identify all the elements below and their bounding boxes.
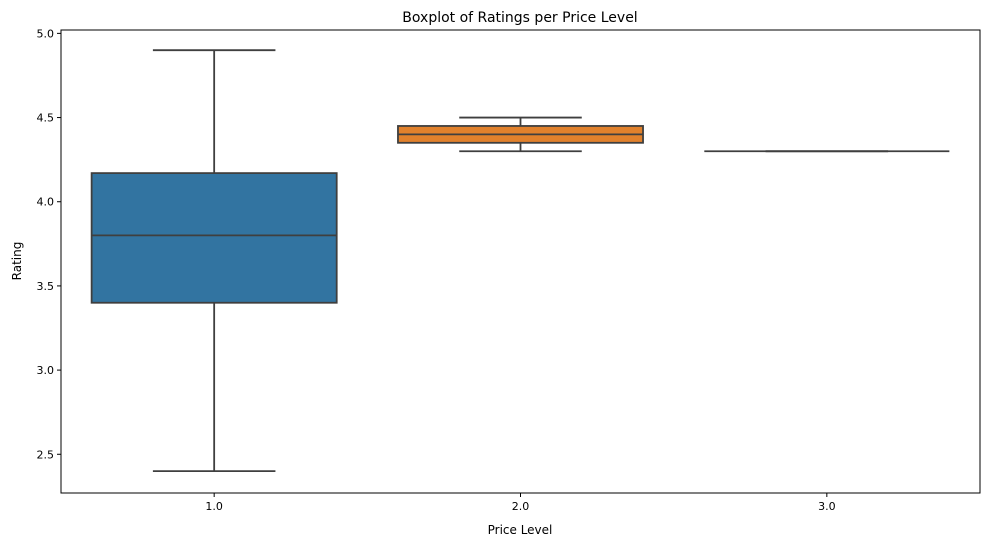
boxes-layer bbox=[90, 49, 950, 473]
y-tick-label: 2.5 bbox=[37, 448, 55, 461]
x-axis-label: Price Level bbox=[488, 523, 553, 537]
y-tick-label: 5.0 bbox=[37, 27, 55, 40]
box-group-1.0 bbox=[90, 49, 338, 473]
x-tick-label: 2.0 bbox=[512, 500, 530, 513]
y-axis-label: Rating bbox=[10, 242, 24, 281]
y-tick-label: 3.0 bbox=[37, 364, 55, 377]
x-axis: 1.0 2.0 3.0 bbox=[205, 493, 836, 513]
x-tick-label: 1.0 bbox=[205, 500, 223, 513]
y-tick-label: 4.5 bbox=[37, 112, 55, 125]
chart-title: Boxplot of Ratings per Price Level bbox=[402, 10, 637, 26]
x-tick-label: 3.0 bbox=[818, 500, 836, 513]
y-axis: 2.5 3.0 3.5 4.0 4.5 5.0 bbox=[37, 27, 61, 461]
y-tick-label: 3.5 bbox=[37, 280, 55, 293]
y-tick-label: 4.0 bbox=[37, 196, 55, 209]
iqr-box bbox=[90, 172, 338, 304]
box-group-2.0 bbox=[397, 116, 644, 153]
